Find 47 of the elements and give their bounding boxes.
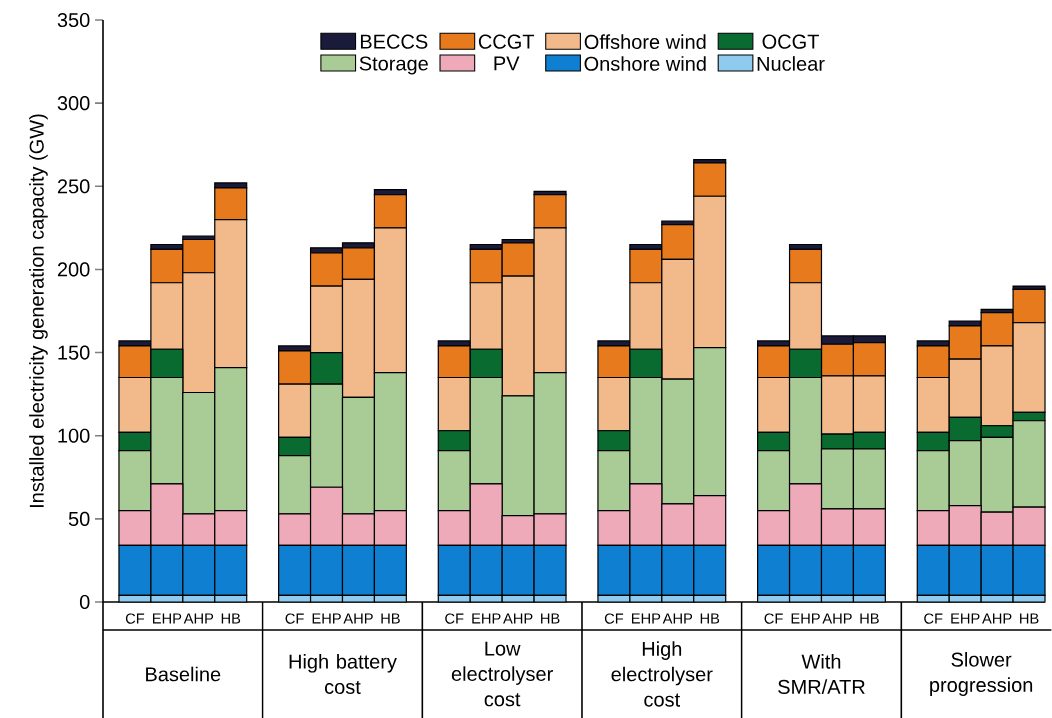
y-tick-label: 100	[58, 428, 90, 443]
x-tick-label: HB	[860, 613, 879, 624]
y-tick-label: 50	[68, 511, 90, 526]
legend-label: Offshore wind	[584, 34, 706, 50]
x-tick-label: HB	[541, 613, 560, 624]
x-tick-label: EHP	[631, 613, 661, 624]
x-tick-label: AHP	[183, 613, 214, 624]
x-tick-label: AHP	[343, 613, 373, 624]
legend-label: CCGT	[478, 34, 535, 49]
x-tick-label: HB	[1020, 613, 1039, 624]
legend-label: PV	[494, 56, 520, 71]
x-tick-label: CF	[604, 613, 624, 624]
legend-label: BECCS	[360, 34, 428, 49]
text: Baseline	[146, 666, 221, 682]
y-tick-label: 300	[57, 96, 90, 111]
x-tick-label: AHP	[503, 613, 533, 624]
text: With SMR/ATR	[778, 653, 865, 694]
x-tick-label: CF	[445, 613, 464, 624]
legend-label: Nuclear	[757, 56, 825, 71]
y-tick-label: 350	[57, 12, 90, 28]
x-tick-label: HB	[700, 613, 720, 624]
y-axis-title: Installed electricity generation capacity (GW)	[29, 114, 48, 508]
x-tick-label: AHP	[982, 613, 1012, 624]
text: Slower progression	[930, 652, 1033, 696]
x-tick-label: HB	[221, 613, 241, 624]
x-tick-label: CF	[764, 613, 783, 624]
legend-label: OCGT	[762, 34, 819, 49]
y-tick-label: 0	[79, 594, 90, 610]
y-tick-label: 200	[57, 262, 90, 277]
x-tick-label: CF	[924, 613, 943, 624]
x-tick-label: CF	[125, 613, 145, 624]
x-tick-label: EHP	[312, 613, 341, 624]
x-tick-label: EHP	[472, 613, 501, 624]
x-tick-label: EHP	[791, 613, 820, 624]
y-tick-label: 250	[57, 179, 90, 194]
x-tick-label: AHP	[662, 613, 693, 624]
x-tick-label: AHP	[822, 613, 852, 624]
x-tick-label: CF	[285, 613, 304, 624]
y-tick-label: 150	[58, 345, 90, 360]
x-tick-label: HB	[381, 613, 400, 624]
x-tick-label: EHP	[951, 613, 980, 624]
text: High battery cost	[289, 653, 397, 694]
x-tick-label: EHP	[153, 613, 182, 624]
text: Low electrolyser cost	[451, 641, 553, 707]
text: High electrolyser cost	[611, 641, 713, 707]
legend-label: Onshore wind	[584, 56, 706, 71]
legend-label: Storage	[359, 56, 428, 75]
